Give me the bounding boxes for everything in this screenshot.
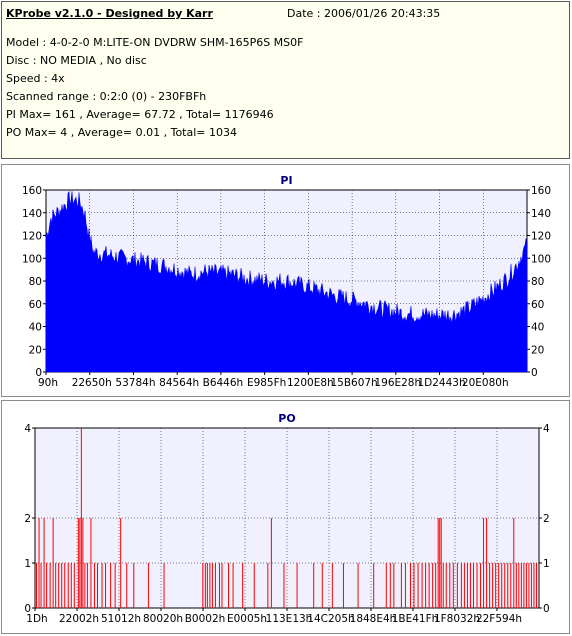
- po-ytick-label-right: 4: [543, 423, 550, 435]
- pi-ytick-label-right: 20: [531, 344, 544, 356]
- pi-title: PI: [280, 174, 292, 187]
- po-ytick-label-left: 1: [24, 558, 31, 570]
- pi-xtick-label: 22650h: [72, 377, 112, 389]
- po-title: PO: [278, 412, 295, 425]
- pi-xtick-label: B6446h: [203, 377, 244, 389]
- app-title: KProbe v2.1.0 - Designed by Karr: [6, 7, 213, 20]
- pi-ytick-label-right: 60: [531, 299, 544, 311]
- po-xtick-label: 22F594h: [476, 613, 522, 625]
- po-stats: PO Max= 4 , Average= 0.01 , Total= 1034: [6, 126, 237, 139]
- po-xtick-label: 51012h: [101, 613, 141, 625]
- scan-date: Date : 2006/01/26 20:43:35: [287, 7, 441, 20]
- pi-chart-panel: PI 0 0 20 20 40 40 60 60 80 80 100 100 120 120 140 140 16…: [1, 164, 570, 397]
- pi-xtick-label: 196E28h: [374, 377, 421, 389]
- pi-ytick-label-right: 140: [531, 208, 551, 220]
- disc-info: Disc : NO MEDIA , No disc: [6, 54, 147, 67]
- pi-xtick-label: 1200E8h: [287, 377, 334, 389]
- po-xtick-label: 1F8032h: [434, 613, 480, 625]
- pi-ytick-label-left: 20: [29, 344, 42, 356]
- pi-ytick-label-left: 80: [29, 276, 42, 288]
- po-xtick-label: 14C205h: [307, 613, 354, 625]
- po-xtick-label: 22002h: [59, 613, 99, 625]
- po-chart: PO 0 0 1 1 2 2 4 4 1Dh 22002h 51012h 80020h B0002h E00…: [24, 412, 550, 625]
- pi-ytick-label-left: 120: [22, 231, 42, 243]
- pi-ytick-label-right: 80: [531, 276, 544, 288]
- pi-ytick-label-right: 40: [531, 322, 544, 334]
- pi-xtick-label: 20E080h: [462, 377, 509, 389]
- pi-ytick-label-left: 100: [22, 253, 42, 265]
- scanned-range: Scanned range : 0:2:0 (0) - 230FBFh: [6, 90, 207, 103]
- po-xtick-label: 1848E4h: [350, 613, 397, 625]
- pi-ytick-label-right: 120: [531, 231, 551, 243]
- pi-xtick-label: 90h: [38, 377, 58, 389]
- po-ytick-label-left: 0: [24, 603, 31, 615]
- po-ytick-label-left: 4: [24, 423, 31, 435]
- pi-ytick-label-right: 160: [531, 185, 551, 197]
- po-xtick-label: E0005h: [227, 613, 267, 625]
- po-xtick-label: 113E13h: [266, 613, 313, 625]
- drive-model: Model : 4-0-2-0 M:LITE-ON DVDRW SHM-165P…: [6, 36, 304, 49]
- po-xtick-label: B0002h: [185, 613, 226, 625]
- po-ytick-label-right: 1: [543, 558, 550, 570]
- po-ytick-label-left: 2: [24, 513, 31, 525]
- pi-ytick-label-left: 0: [35, 367, 42, 379]
- pi-chart: PI 0 0 20 20 40 40 60 60 80 80 100 100 120 120 140 140 16…: [22, 174, 551, 389]
- pi-ytick-label-left: 40: [29, 322, 42, 334]
- pi-stats: PI Max= 161 , Average= 67.72 , Total= 11…: [6, 108, 274, 121]
- pi-xtick-label: 84564h: [159, 377, 199, 389]
- pi-xtick-label: E985Fh: [247, 377, 286, 389]
- pi-xtick-label: 1D2443h: [417, 377, 465, 389]
- pi-xtick-label: 53784h: [115, 377, 155, 389]
- pi-series-area: [45, 190, 528, 373]
- info-panel: KProbe v2.1.0 - Designed by Karr Date : …: [1, 1, 570, 159]
- pi-ytick-label-left: 140: [22, 208, 42, 220]
- po-xtick-label: 80020h: [143, 613, 183, 625]
- po-xtick-label: 1BE41Fh: [392, 613, 439, 625]
- pi-ytick-label-right: 100: [531, 253, 551, 265]
- pi-ytick-label-left: 160: [22, 185, 42, 197]
- pi-ytick-label-left: 60: [29, 299, 42, 311]
- po-xtick-label: 1Dh: [26, 613, 47, 625]
- speed-info: Speed : 4x: [6, 72, 65, 85]
- po-ytick-label-right: 2: [543, 513, 550, 525]
- pi-ytick-label-right: 0: [531, 367, 538, 379]
- pi-xtick-label: 15B607h: [330, 377, 377, 389]
- po-chart-panel: PO 0 0 1 1 2 2 4 4 1Dh 22002h 51012h 80020h B0002h E00…: [1, 400, 570, 634]
- po-ytick-label-right: 0: [543, 603, 550, 615]
